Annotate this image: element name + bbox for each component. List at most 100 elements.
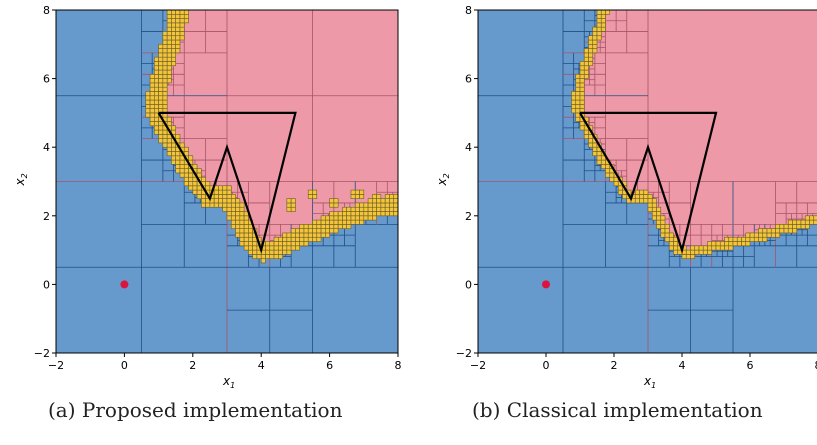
unsafe-cell (643, 142, 649, 148)
unsafe-cell (694, 142, 700, 148)
unsafe-cell (231, 82, 236, 88)
unsafe-cell (652, 14, 657, 19)
unsafe-cell (720, 147, 725, 152)
unsafe-cell (622, 22, 628, 28)
unsafe-cell (231, 104, 236, 110)
unsafe-cell (690, 121, 696, 127)
unsafe-cell (350, 164, 356, 170)
unsafe-cell (312, 70, 318, 75)
unsafe-cell (741, 82, 747, 88)
boundary-cell (243, 236, 249, 242)
unsafe-cell (376, 185, 382, 191)
unsafe-cell (643, 27, 649, 32)
unsafe-cell (274, 35, 279, 41)
unsafe-cell (329, 172, 335, 178)
unsafe-cell (699, 100, 704, 105)
unsafe-cell (652, 168, 657, 174)
unsafe-cell (316, 160, 322, 165)
unsafe-cell (745, 104, 751, 110)
unsafe-cell (350, 48, 356, 54)
unsafe-cell (380, 31, 386, 37)
unsafe-cell (265, 57, 271, 62)
unsafe-cell (222, 142, 228, 148)
unsafe-cell (754, 40, 759, 45)
unsafe-cell (699, 164, 704, 170)
unsafe-cell (231, 138, 236, 144)
unsafe-cell (274, 130, 279, 135)
unsafe-cell (261, 18, 266, 24)
unsafe-cell (342, 164, 348, 170)
unsafe-cell (188, 130, 194, 135)
unsafe-cell (733, 194, 738, 200)
unsafe-cell (209, 181, 215, 187)
unsafe-cell (316, 35, 322, 41)
unsafe-cell (694, 121, 700, 127)
boundary-cell (303, 224, 309, 229)
unsafe-cell (346, 91, 352, 97)
unsafe-cell (184, 87, 189, 92)
unsafe-cell (342, 130, 348, 135)
unsafe-cell (393, 57, 398, 62)
unsafe-cell (707, 91, 713, 97)
unsafe-cell (597, 48, 602, 54)
unsafe-cell (205, 74, 211, 79)
unsafe-cell (380, 155, 386, 161)
unsafe-cell (248, 91, 254, 97)
unsafe-cell (673, 121, 679, 127)
unsafe-cell (656, 100, 662, 105)
unsafe-cell (728, 112, 734, 118)
unsafe-cell (622, 155, 628, 161)
unsafe-cell (355, 91, 360, 97)
unsafe-cell (733, 57, 738, 62)
unsafe-cell (372, 48, 378, 54)
boundary-cell (342, 224, 347, 229)
unsafe-cell (745, 14, 751, 19)
unsafe-cell (265, 190, 271, 195)
unsafe-cell (393, 61, 398, 67)
unsafe-cell (720, 172, 725, 178)
unsafe-cell (393, 138, 398, 144)
unsafe-cell (338, 155, 343, 161)
unsafe-cell (665, 104, 670, 110)
unsafe-cell (342, 134, 348, 140)
unsafe-cell (299, 202, 305, 208)
unsafe-cell (222, 121, 228, 127)
unsafe-cell (197, 27, 202, 32)
unsafe-cell (321, 194, 326, 200)
unsafe-cell (368, 172, 373, 178)
unsafe-cell (350, 125, 356, 131)
unsafe-cell (201, 130, 207, 135)
unsafe-cell (175, 70, 181, 75)
unsafe-cell (635, 130, 640, 135)
unsafe-cell (333, 134, 339, 140)
unsafe-cell (372, 181, 378, 187)
unsafe-cell (368, 181, 373, 187)
unsafe-cell (741, 207, 747, 212)
unsafe-cell (750, 40, 755, 45)
unsafe-cell (694, 22, 700, 28)
unsafe-cell (648, 74, 653, 79)
unsafe-cell (321, 40, 326, 45)
unsafe-cell (733, 31, 738, 37)
unsafe-cell (248, 27, 254, 32)
unsafe-cell (291, 70, 296, 75)
unsafe-cell (665, 172, 670, 178)
unsafe-cell (728, 215, 734, 221)
unsafe-cell (716, 40, 721, 45)
unsafe-cell (652, 27, 657, 32)
unsafe-cell (269, 10, 275, 15)
unsafe-cell (643, 87, 649, 92)
unsafe-cell (673, 207, 679, 212)
unsafe-cell (355, 121, 360, 127)
unsafe-cell (265, 10, 271, 15)
unsafe-cell (728, 224, 734, 230)
unsafe-cell (703, 211, 708, 217)
unsafe-cell (274, 224, 279, 230)
unsafe-cell (256, 198, 262, 204)
unsafe-cell (656, 48, 662, 54)
unsafe-cell (385, 151, 390, 157)
unsafe-cell (235, 14, 241, 19)
unsafe-cell (618, 91, 623, 97)
boundary-cell (162, 138, 168, 144)
unsafe-cell (321, 44, 326, 49)
